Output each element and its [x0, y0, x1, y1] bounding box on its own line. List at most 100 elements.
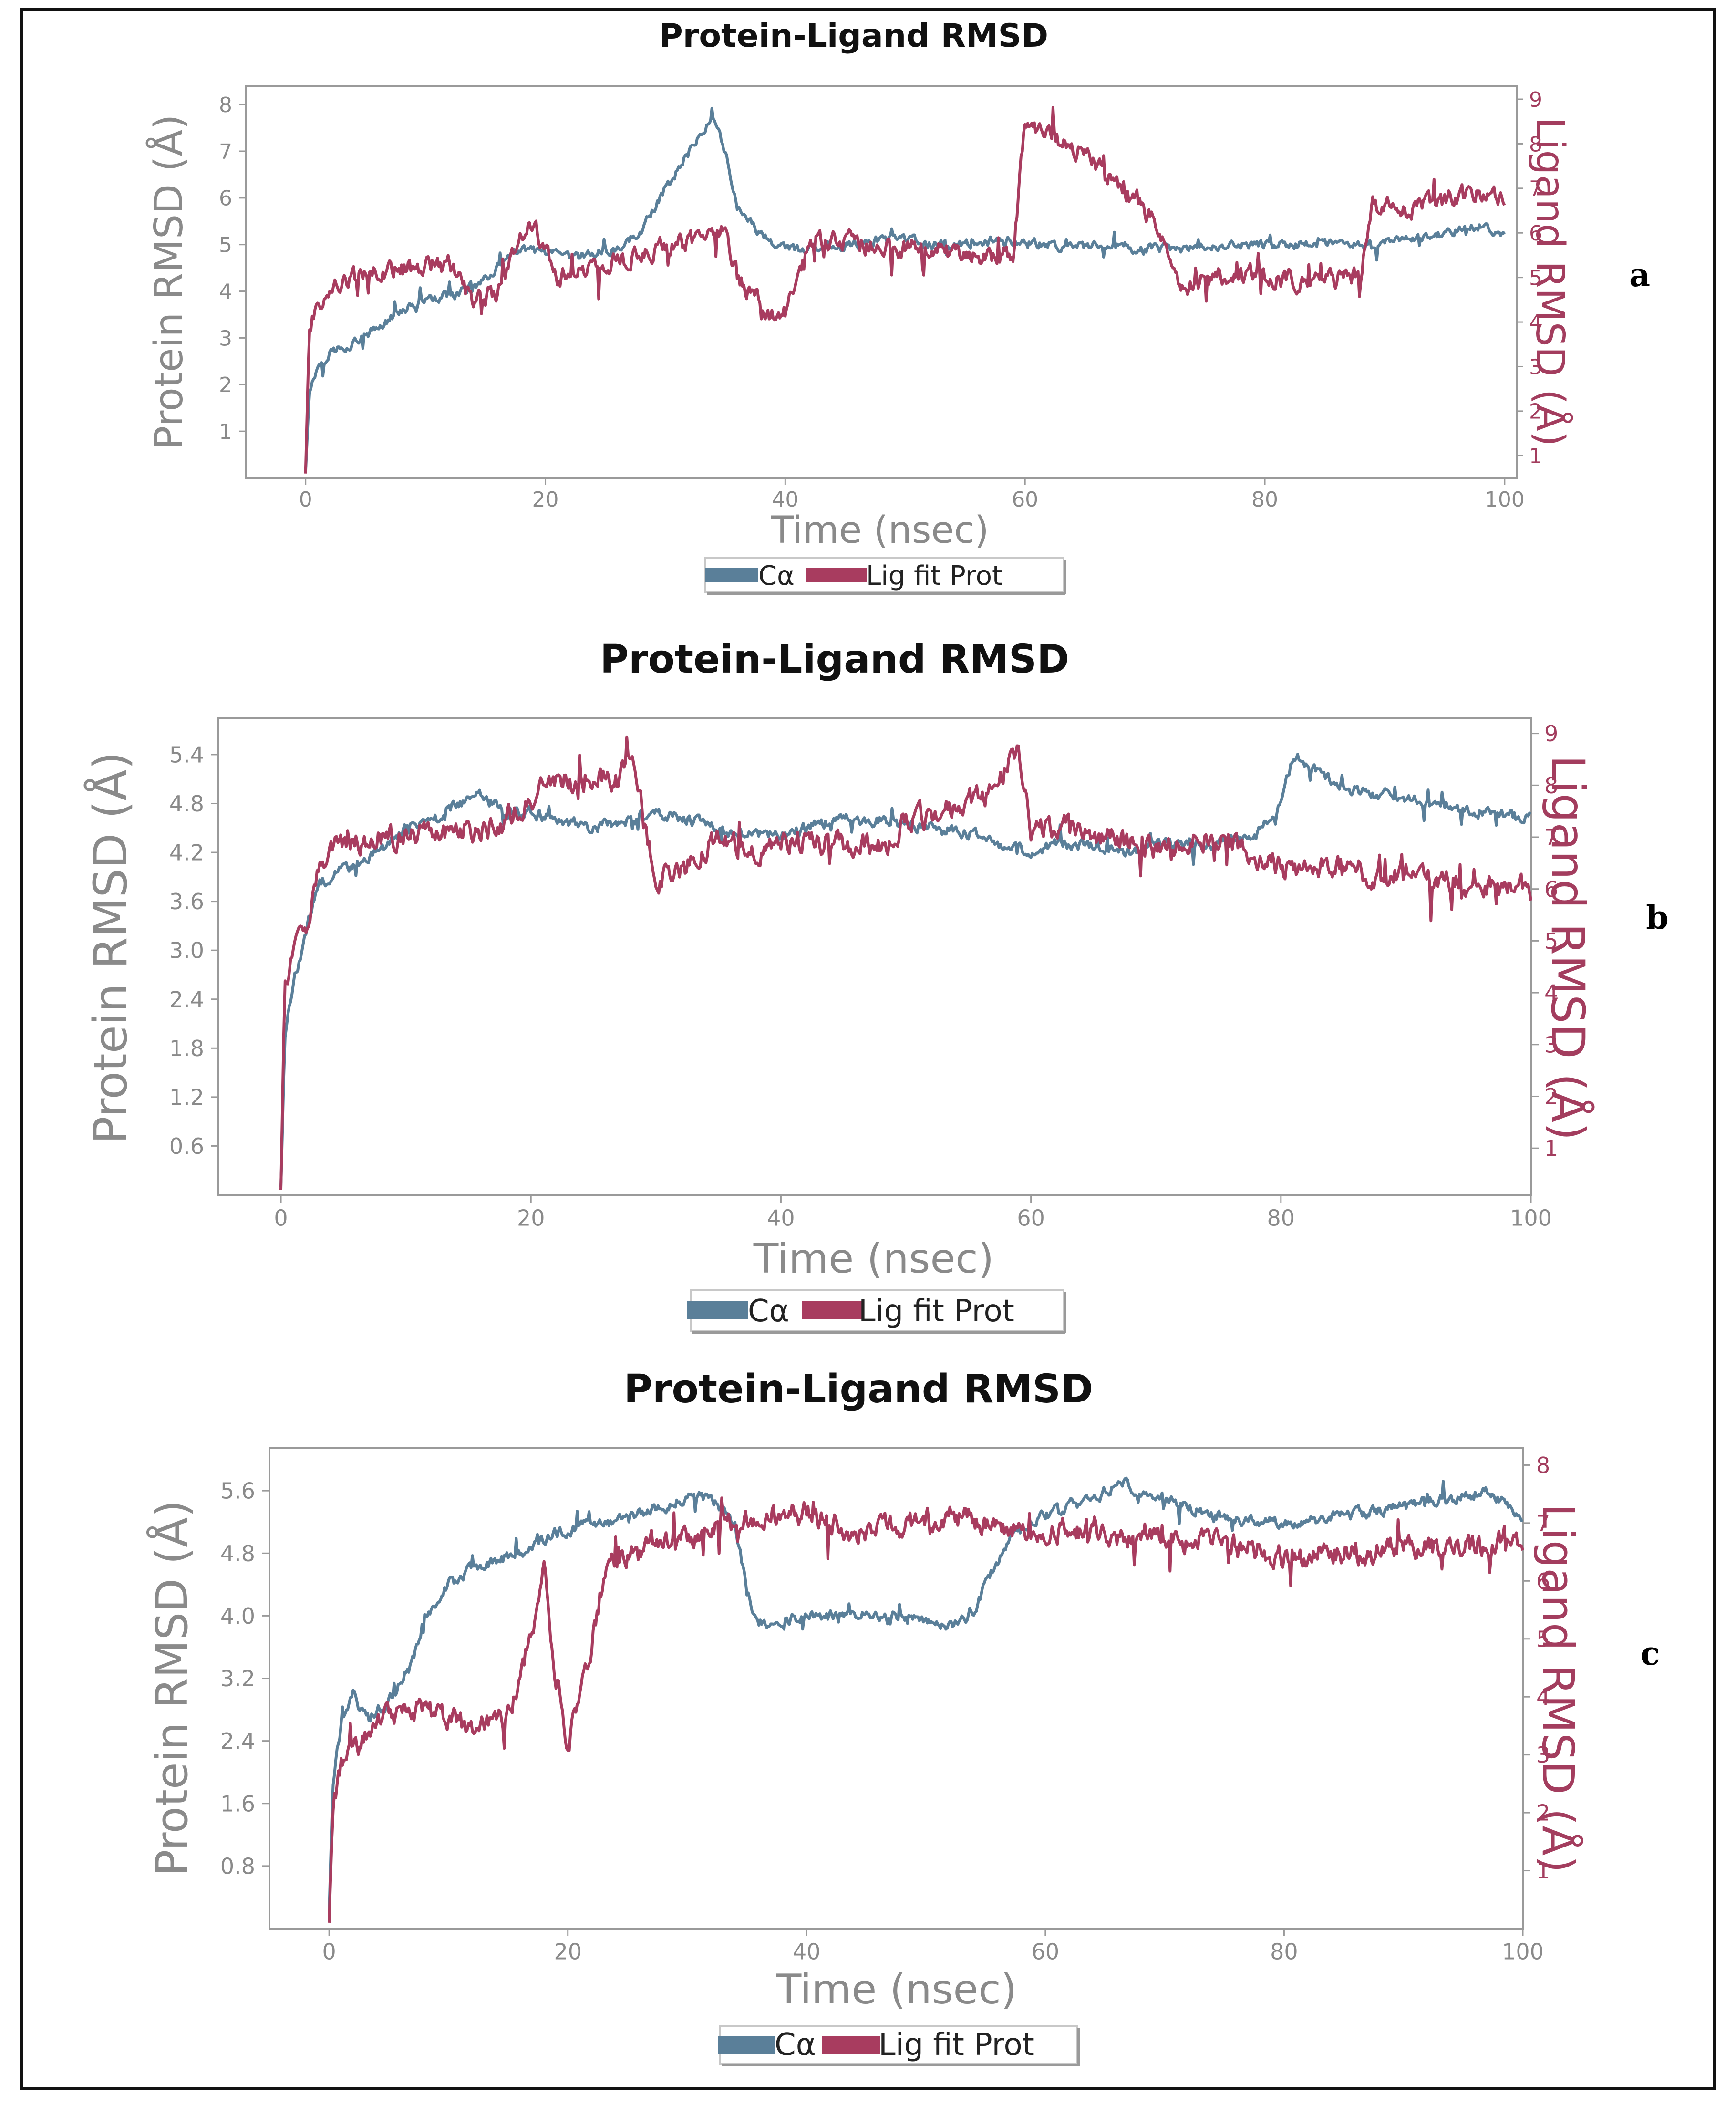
- y2-tick-label: 1: [1529, 444, 1542, 468]
- y-tick-label: 8: [219, 93, 232, 117]
- chart-a: Protein-Ligand RMSD 0 20 40 60 80 10012345678…: [146, 17, 1650, 595]
- x-tick-label: 60: [1017, 1205, 1045, 1231]
- x-tick-label: 40: [793, 1939, 821, 1964]
- x-tick-label: 20: [517, 1205, 545, 1231]
- y-tick-label: 2.4: [169, 986, 204, 1012]
- y2-tick-label: 2: [1544, 1084, 1558, 1110]
- y2-tick-label: 1: [1544, 1136, 1558, 1162]
- y2-tick-label: 6: [1544, 876, 1558, 902]
- legend-label-ca: Cα: [775, 2027, 816, 2063]
- legend-swatch-lig: [802, 1301, 863, 1319]
- y-tick-label: 0.8: [220, 1853, 255, 1879]
- legend: Cα Lig fit Prot: [704, 557, 1066, 595]
- y2-tick-label: 8: [1529, 132, 1542, 156]
- x-tick-label: 40: [767, 1205, 795, 1231]
- legend-label-ca: Cα: [758, 560, 795, 591]
- y-axis-label: Protein RMSD (Å): [83, 752, 137, 1144]
- legend-swatch-ca: [705, 568, 758, 582]
- y2-tick-label: 4: [1544, 980, 1558, 1006]
- x-tick-label: 20: [554, 1939, 582, 1964]
- y-tick-label: 4.2: [169, 840, 204, 866]
- x-tick-label: 60: [1012, 488, 1038, 512]
- y2-tick-label: 7: [1544, 825, 1558, 851]
- series-line-lig-fit-prot: [279, 735, 1532, 1190]
- x-tick-label: 80: [1267, 1205, 1295, 1231]
- x-tick-label: 100: [1510, 1205, 1552, 1231]
- y-tick-label: 7: [219, 140, 232, 164]
- x-tick-label: 80: [1270, 1939, 1298, 1964]
- x-axis-label: Time (nsec): [776, 1966, 1017, 2013]
- y2-tick-label: 3: [1544, 1032, 1558, 1058]
- y-tick-label: 2: [219, 373, 232, 397]
- plot-frame: [217, 717, 1532, 1196]
- y-tick-label: 4.8: [169, 791, 204, 817]
- y2-tick-label: 6: [1536, 1568, 1550, 1594]
- series-line-lig-fit-prot: [304, 106, 1506, 474]
- y-tick-label: 1.6: [220, 1791, 255, 1816]
- y-tick-label: 0.6: [169, 1133, 204, 1159]
- y-tick-label: 1: [219, 420, 232, 444]
- y2-tick-label: 3: [1529, 355, 1542, 379]
- legend-label-lig: Lig fit Prot: [878, 2027, 1034, 2063]
- y2-tick-label: 6: [1529, 221, 1542, 246]
- x-axis-label: Time (nsec): [770, 509, 989, 552]
- y2-tick-label: 1: [1536, 1858, 1550, 1884]
- plot-frame: [245, 85, 1518, 479]
- series-line-ca: [304, 106, 1506, 474]
- legend: Cα Lig fit Prot: [687, 1289, 1066, 1334]
- x-tick-label: 60: [1032, 1939, 1060, 1964]
- chart-c: Protein-Ligand RMSD 0 20 40 60 80 100 0.8 1.6 2.…: [146, 1367, 1660, 2066]
- legend-swatch-ca: [687, 1301, 748, 1319]
- legend-label-ca: Cα: [748, 1294, 789, 1329]
- panel-label: a: [1629, 256, 1650, 294]
- y2-tick-label: 5: [1536, 1626, 1550, 1652]
- y-tick-label: 4: [219, 280, 232, 304]
- x-tick-label: 100: [1485, 488, 1525, 512]
- x-tick-label: 0: [274, 1205, 288, 1231]
- series-layer: [328, 1476, 1524, 1923]
- y-tick-label: 4.8: [220, 1541, 255, 1567]
- chart-title: Protein-Ligand RMSD: [659, 17, 1048, 55]
- x-tick-label: 0: [322, 1939, 336, 1964]
- y2-axis-label: Ligand RMSD (Å): [1527, 117, 1573, 446]
- y-tick-label: 4.0: [220, 1603, 255, 1629]
- y2-tick-label: 2: [1529, 400, 1542, 424]
- y2-tick-label: 8: [1536, 1452, 1550, 1478]
- tick-layer: 0 20 40 60 80 100 0.6 1.2 1.8 2.4 3.0 3.6 4.2 4.8 5.4 1…: [169, 721, 1558, 1231]
- y2-tick-label: 4: [1536, 1684, 1550, 1710]
- y2-tick-label: 4: [1529, 311, 1542, 335]
- y-tick-label: 1.8: [169, 1036, 204, 1061]
- legend-swatch-lig: [822, 2036, 880, 2054]
- legend: Cα Lig fit Prot: [718, 2025, 1080, 2066]
- y2-tick-label: 7: [1536, 1510, 1550, 1536]
- series-line-ca: [328, 1476, 1524, 1913]
- plot-frame: [269, 1447, 1524, 1930]
- figure-frame: [20, 8, 1716, 2090]
- y2-axis-label: Ligand RMSD (Å): [1532, 1504, 1584, 1873]
- x-tick-label: 40: [772, 488, 798, 512]
- y2-tick-label: 5: [1544, 928, 1558, 954]
- legend-box: [704, 557, 1064, 593]
- y-tick-label: 5.4: [169, 742, 204, 768]
- series-layer: [304, 106, 1506, 474]
- y2-tick-label: 5: [1529, 266, 1542, 290]
- y-axis-label: Protein RMSD (Å): [146, 114, 192, 450]
- y2-tick-label: 7: [1529, 177, 1542, 201]
- y2-tick-label: 3: [1536, 1742, 1550, 1768]
- panel-label: c: [1640, 1635, 1660, 1673]
- y2-tick-label: 2: [1536, 1800, 1550, 1826]
- x-tick-label: 20: [532, 488, 559, 512]
- legend-label-lig: Lig fit Prot: [858, 1294, 1014, 1329]
- chart-title: Protein-Ligand RMSD: [600, 637, 1069, 682]
- y2-axis-label: Ligand RMSD (Å): [1541, 755, 1595, 1141]
- y-tick-label: 3.6: [169, 889, 204, 914]
- tick-layer: 0 20 40 60 80 100 0.8 1.6 2.4 3.2 4.0 4.8 5.6 1 2 3 4 5 6 7…: [220, 1452, 1550, 1964]
- chart-b: Protein-Ligand RMSD 0 20 40 60 80 100 0.6 1.2 1.…: [83, 637, 1669, 1334]
- series-line-lig-fit-prot: [328, 1496, 1524, 1923]
- legend-box: [690, 1289, 1064, 1332]
- chart-title: Protein-Ligand RMSD: [624, 1367, 1093, 1412]
- y2-tick-label: 8: [1544, 773, 1558, 799]
- y-tick-label: 1.2: [169, 1084, 204, 1110]
